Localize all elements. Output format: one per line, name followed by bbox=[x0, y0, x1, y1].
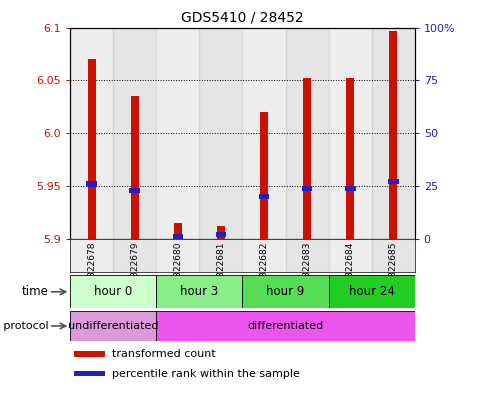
Bar bbox=[302, 78, 310, 239]
Text: GSM1322681: GSM1322681 bbox=[216, 242, 225, 302]
Bar bbox=[258, 194, 269, 199]
Bar bbox=[156, 275, 242, 308]
Bar bbox=[86, 181, 97, 187]
Bar bbox=[389, 31, 396, 239]
Bar bbox=[131, 96, 138, 239]
Bar bbox=[259, 112, 267, 239]
Text: transformed count: transformed count bbox=[111, 349, 215, 359]
Bar bbox=[172, 234, 183, 239]
Bar bbox=[242, 239, 285, 272]
Bar bbox=[285, 28, 328, 239]
Text: hour 0: hour 0 bbox=[94, 285, 132, 298]
Text: GSM1322682: GSM1322682 bbox=[259, 242, 268, 302]
Bar bbox=[199, 28, 242, 239]
Text: undifferentiated: undifferentiated bbox=[68, 321, 158, 331]
Text: GSM1322680: GSM1322680 bbox=[173, 242, 182, 302]
Text: percentile rank within the sample: percentile rank within the sample bbox=[111, 369, 299, 378]
Bar bbox=[346, 78, 353, 239]
Text: time: time bbox=[22, 285, 49, 298]
Bar bbox=[371, 28, 414, 239]
Bar bbox=[328, 239, 371, 272]
Bar bbox=[301, 185, 312, 191]
Text: hour 24: hour 24 bbox=[348, 285, 394, 298]
Bar bbox=[88, 59, 95, 239]
Text: GSM1322683: GSM1322683 bbox=[302, 242, 311, 302]
Text: hour 3: hour 3 bbox=[180, 285, 218, 298]
Bar bbox=[156, 311, 414, 341]
Bar bbox=[371, 239, 414, 272]
Bar bbox=[156, 28, 199, 239]
Bar bbox=[129, 188, 140, 193]
Title: GDS5410 / 28452: GDS5410 / 28452 bbox=[181, 11, 303, 25]
Text: growth protocol: growth protocol bbox=[0, 321, 49, 331]
Bar bbox=[70, 28, 113, 239]
Bar bbox=[74, 371, 105, 376]
Bar bbox=[156, 239, 199, 272]
Bar bbox=[174, 223, 182, 239]
Bar bbox=[74, 351, 105, 356]
Bar bbox=[70, 311, 156, 341]
Text: GSM1322678: GSM1322678 bbox=[87, 242, 96, 302]
Bar bbox=[328, 275, 414, 308]
Text: hour 9: hour 9 bbox=[266, 285, 304, 298]
Bar bbox=[70, 239, 113, 272]
Bar bbox=[242, 28, 285, 239]
Text: differentiated: differentiated bbox=[247, 321, 323, 331]
Bar bbox=[113, 239, 156, 272]
Text: GSM1322685: GSM1322685 bbox=[388, 242, 397, 302]
Bar bbox=[70, 275, 156, 308]
Bar bbox=[328, 28, 371, 239]
Bar bbox=[242, 275, 328, 308]
Text: GSM1322684: GSM1322684 bbox=[345, 242, 354, 302]
Bar bbox=[199, 239, 242, 272]
Bar bbox=[285, 239, 328, 272]
Text: GSM1322679: GSM1322679 bbox=[130, 242, 139, 302]
Bar bbox=[217, 226, 225, 239]
Bar bbox=[387, 179, 398, 184]
Bar bbox=[344, 185, 355, 191]
Bar bbox=[113, 28, 156, 239]
Bar bbox=[215, 232, 226, 237]
